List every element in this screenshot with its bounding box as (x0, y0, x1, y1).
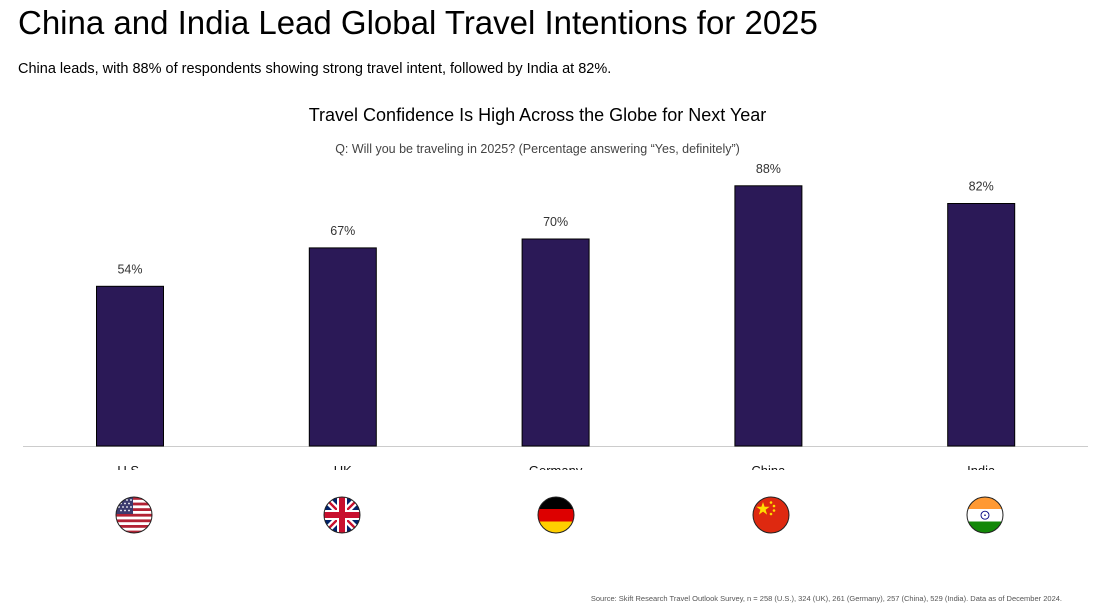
bar-india (947, 203, 1016, 447)
x-tick-label: India (967, 463, 996, 470)
x-tick-label: UK (334, 463, 352, 470)
bar-uk (308, 247, 377, 447)
bar-us (96, 285, 164, 447)
data-label: 54% (117, 262, 142, 276)
data-label: 82% (969, 180, 994, 194)
x-tick-label: U.S. (117, 463, 142, 470)
chart-title: Travel Confidence Is High Across the Glo… (308, 105, 767, 125)
source-note: Source: Skift Research Travel Outlook Su… (590, 594, 1062, 603)
bar-germany (521, 238, 590, 447)
bar-chart: 54% U.S. 67% UK 70% Germany 88% China 82% India (23, 162, 1088, 470)
usa-flag-icon (115, 496, 153, 534)
page-title: China and India Lead Global Travel Inten… (18, 4, 818, 41)
india-flag-icon (966, 496, 1004, 534)
uk-flag-icon (323, 496, 361, 534)
data-label: 88% (756, 162, 781, 176)
china-flag-icon (752, 496, 790, 534)
bar-china (734, 185, 803, 447)
data-label: 70% (543, 215, 568, 229)
germany-flag-icon (537, 496, 575, 534)
chart-question: Q: Will you be traveling in 2025? (Perce… (335, 142, 740, 156)
x-tick-label: Germany (529, 463, 583, 470)
x-tick-label: China (751, 463, 786, 470)
page-subtitle: China leads, with 88% of respondents sho… (18, 61, 612, 77)
data-label: 67% (330, 224, 355, 238)
